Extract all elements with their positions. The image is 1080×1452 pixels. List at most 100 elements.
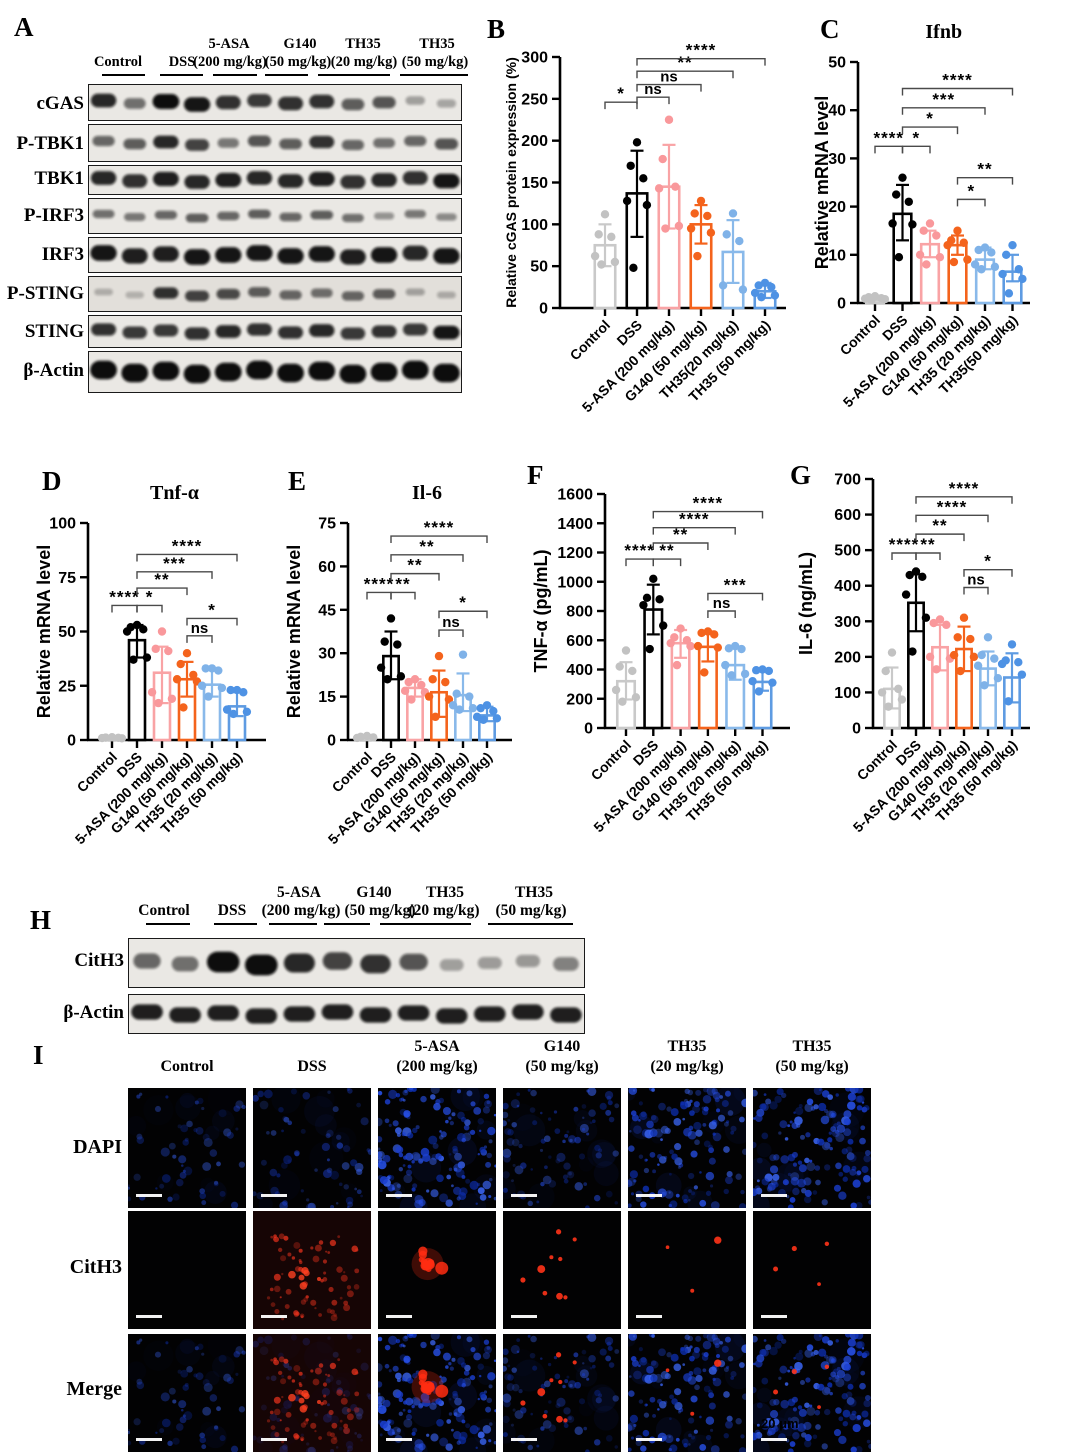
data-point: [925, 219, 935, 228]
data-point: [600, 210, 610, 219]
group-underline: [102, 74, 145, 76]
data-point: [97, 733, 107, 743]
significance-label: ns: [191, 620, 209, 637]
data-point: [892, 190, 901, 199]
significance-bracket: [625, 558, 654, 567]
data-point: [610, 257, 620, 267]
y-tick-label: 20: [828, 199, 846, 216]
significance-label: ****: [942, 71, 972, 90]
blot-row-label: TBK1: [34, 168, 84, 189]
data-point: [407, 695, 416, 704]
blot-box: [128, 938, 585, 988]
data-point: [943, 240, 952, 250]
protein-band: [244, 954, 278, 976]
significance-label: ns: [660, 69, 678, 86]
data-point: [904, 197, 913, 206]
micro-image-dapi-col5: [628, 1088, 746, 1208]
blot-box: [88, 198, 462, 234]
significance-label: **: [395, 574, 410, 593]
significance-label: ns: [644, 81, 662, 98]
data-point: [969, 652, 979, 662]
protein-band: [308, 171, 335, 187]
micro-image-cith3-col2: [253, 1211, 371, 1329]
data-point: [428, 675, 437, 684]
data-point: [214, 666, 223, 675]
significance-label: **: [407, 556, 422, 575]
micro-image-dapi-col4: [503, 1088, 621, 1208]
significance-label: *: [208, 600, 216, 619]
column-header: TH35: [667, 1038, 707, 1055]
data-point: [489, 706, 498, 716]
protein-band: [322, 952, 353, 970]
protein-band: [278, 96, 304, 111]
panel-h-label: H: [30, 905, 52, 935]
y-tick-label: 200: [521, 133, 548, 150]
protein-band: [433, 173, 460, 189]
lane-group-label: TH35: [426, 884, 464, 901]
significance-bracket: [901, 107, 986, 115]
protein-band: [397, 1005, 430, 1021]
data-point: [129, 655, 138, 664]
data-point: [949, 257, 959, 267]
column-header: (50 mg/kg): [525, 1058, 599, 1075]
protein-band: [340, 327, 366, 340]
x-category-label: Control: [854, 737, 901, 784]
significance-bracket: [136, 604, 163, 613]
data-point: [919, 226, 928, 235]
scale-bar: [761, 1315, 787, 1318]
scale-bar: [511, 1194, 537, 1197]
data-point: [740, 669, 750, 679]
y-tick-label: 300: [521, 50, 548, 67]
y-tick-label: 15: [318, 689, 336, 706]
data-point: [226, 685, 235, 695]
significance-label: **: [419, 537, 434, 556]
data-point: [1014, 265, 1023, 274]
data-point: [182, 649, 192, 658]
protein-band: [477, 956, 502, 970]
data-point: [703, 211, 712, 221]
data-point: [953, 633, 962, 642]
data-point: [207, 664, 217, 673]
lane-group-label: G140: [356, 884, 392, 901]
protein-band: [278, 326, 304, 339]
significance-label: ****: [172, 536, 202, 555]
data-point: [980, 243, 990, 252]
data-point: [905, 570, 914, 580]
data-point: [1008, 240, 1017, 250]
protein-band: [433, 363, 460, 383]
significance-label: *: [967, 181, 975, 200]
data-point: [154, 698, 163, 708]
protein-band: [153, 171, 179, 187]
protein-band: [185, 213, 209, 223]
data-point: [376, 663, 386, 672]
significance-label: *: [617, 84, 625, 103]
panel-g-label: G: [790, 460, 812, 490]
data-point: [921, 613, 931, 622]
significance-bracket: [136, 587, 188, 596]
data-point: [639, 600, 648, 610]
blot-row-label: cGAS: [36, 93, 85, 114]
lane-group-label: (50 mg/kg): [495, 902, 567, 919]
lane-group-label: G140: [283, 36, 317, 52]
lane-group-label: (50 mg/kg): [401, 54, 469, 70]
scale-bar: [636, 1438, 662, 1441]
protein-band: [370, 247, 398, 263]
data-point: [894, 684, 903, 694]
data-point: [877, 688, 887, 697]
data-point: [990, 654, 999, 663]
protein-band: [92, 135, 115, 147]
y-tick-label: 200: [566, 691, 593, 708]
data-point: [735, 236, 744, 246]
data-point: [731, 641, 740, 651]
protein-band: [153, 287, 179, 299]
data-point: [626, 161, 635, 170]
significance-bracket: [915, 552, 941, 560]
data-point: [915, 250, 925, 259]
significance-label: **: [932, 516, 947, 535]
protein-band: [185, 139, 210, 151]
data-point: [987, 248, 996, 257]
blot-box: [88, 315, 462, 348]
protein-band: [122, 326, 147, 339]
